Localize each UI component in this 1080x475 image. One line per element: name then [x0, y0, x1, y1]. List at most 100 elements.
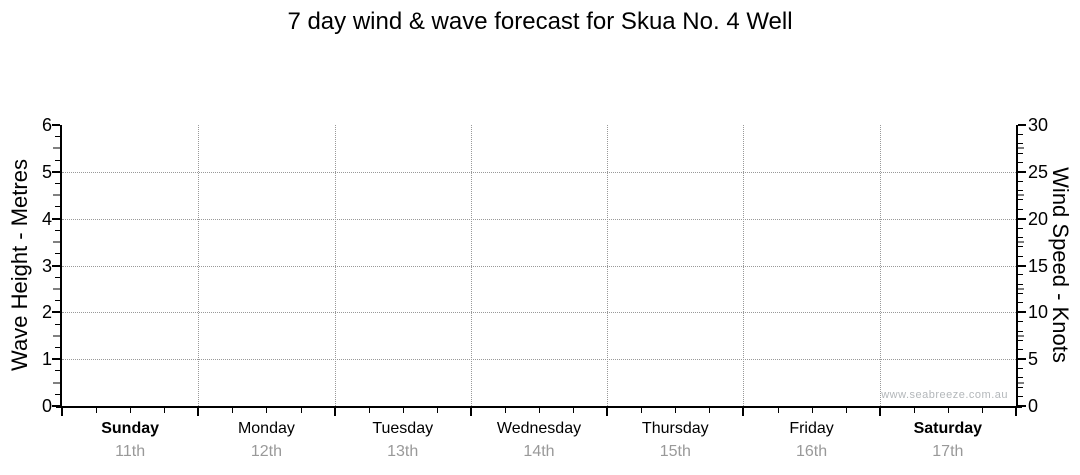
x-axis-minor-tick [947, 408, 949, 413]
right-axis-minor-tick [1018, 180, 1023, 182]
vertical-gridline [334, 125, 336, 406]
left-axis-tick-label: 1 [41, 349, 52, 370]
right-axis-half-tick [1018, 194, 1024, 197]
vertical-gridline [198, 125, 200, 406]
right-axis-minor-tick [1018, 330, 1023, 332]
day-name-label: Monday [237, 420, 295, 437]
x-axis-minor-tick [811, 408, 813, 413]
day-date-label: 11th [115, 443, 146, 460]
right-axis-minor-tick [1018, 199, 1023, 201]
left-axis-tick-label: 4 [41, 208, 52, 229]
left-axis-major-tick [52, 311, 60, 314]
x-axis-minor-tick [504, 408, 506, 413]
right-axis-half-tick [1018, 287, 1024, 290]
x-axis-minor-tick [981, 408, 983, 413]
x-axis-minor-tick [641, 408, 643, 413]
left-axis-minor-tick [55, 300, 60, 302]
left-axis-half-tick [53, 287, 60, 290]
x-axis-minor-tick [164, 408, 166, 413]
x-axis-major-tick [1015, 408, 1017, 416]
right-axis-half-tick [1018, 381, 1024, 384]
chart-title: 7 day wind & wave forecast for Skua No. … [287, 8, 793, 35]
right-axis-minor-tick [1018, 227, 1023, 229]
x-axis-minor-tick [913, 408, 915, 413]
left-axis-minor-tick [55, 253, 60, 255]
right-axis-minor-tick [1018, 283, 1023, 285]
x-axis-minor-tick [573, 408, 575, 413]
x-axis-minor-tick [96, 408, 98, 413]
right-axis-minor-tick [1018, 255, 1023, 257]
x-axis-major-tick [878, 408, 881, 416]
x-axis-minor-tick [539, 408, 540, 413]
left-axis-minor-tick [55, 183, 60, 185]
left-axis-minor-tick [55, 370, 60, 372]
day-name-label: Saturday [913, 420, 983, 437]
x-axis-major-tick [197, 408, 200, 416]
right-axis-minor-tick [1018, 396, 1023, 398]
vertical-gridline [743, 125, 745, 406]
vertical-gridline [607, 125, 609, 406]
right-axis-half-tick [1018, 147, 1024, 150]
right-axis-minor-tick [1018, 208, 1023, 210]
left-axis-minor-tick [55, 206, 60, 208]
left-axis-half-tick [53, 381, 60, 384]
right-axis-half-tick [1018, 241, 1024, 244]
right-axis-major-tick [1018, 217, 1026, 220]
x-axis-major-tick [333, 408, 336, 416]
left-axis-minor-tick [55, 136, 60, 138]
left-axis-major-tick [52, 217, 60, 220]
left-axis-tick-label: 6 [41, 115, 52, 135]
right-axis-major-tick [1018, 405, 1026, 407]
right-axis-minor-tick [1018, 349, 1023, 351]
right-axis-minor-tick [1018, 302, 1023, 304]
bottom-axis-line [56, 406, 1022, 408]
right-axis-minor-tick [1018, 246, 1023, 248]
left-axis-half-tick [53, 194, 60, 197]
day-name-label: Thursday [641, 420, 709, 437]
left-axis-minor-tick [55, 346, 60, 348]
vertical-gridline [470, 125, 472, 406]
horizontal-gridline [62, 312, 1016, 314]
right-axis-minor-tick [1018, 377, 1023, 379]
right-axis-tick-label: 10 [1028, 302, 1049, 323]
right-axis-major-tick [1018, 124, 1026, 126]
right-axis-minor-tick [1018, 152, 1023, 154]
right-axis-tick-label: 20 [1028, 208, 1049, 229]
right-axis-minor-tick [1018, 161, 1023, 163]
horizontal-gridline [62, 359, 1016, 361]
x-axis-minor-tick [436, 408, 438, 413]
right-axis-line [1016, 125, 1018, 408]
left-axis-major-tick [52, 405, 60, 407]
left-axis-minor-tick [55, 276, 60, 278]
day-name-label: Friday [789, 420, 834, 437]
x-axis-minor-tick [232, 408, 234, 413]
day-name-label: Wednesday [496, 420, 582, 437]
right-axis-minor-tick [1018, 236, 1023, 238]
left-axis-tick-label: 3 [41, 255, 52, 276]
horizontal-gridline [62, 265, 1016, 267]
x-axis-minor-tick [402, 408, 404, 413]
day-date-label: 12th [250, 443, 282, 460]
left-axis-tick-label: 2 [41, 302, 52, 323]
horizontal-gridline [62, 171, 1016, 173]
right-axis-tick-label: 15 [1028, 255, 1049, 276]
x-axis-minor-tick [675, 408, 677, 413]
x-axis-minor-tick [266, 408, 268, 413]
x-axis-major-tick [606, 408, 609, 416]
x-axis-minor-tick [368, 408, 370, 413]
right-axis-tick-label: 0 [1028, 396, 1039, 416]
left-axis-major-tick [52, 170, 60, 173]
watermark-text: www.seabreeze.com.au [881, 389, 1008, 401]
x-axis-major-tick [61, 408, 63, 416]
right-axis-major-tick [1018, 170, 1026, 173]
day-date-label: 14th [523, 443, 555, 460]
right-axis-major-tick [1018, 264, 1026, 267]
day-date-label: 17th [932, 443, 964, 460]
x-axis-minor-tick [709, 408, 711, 413]
left-axis-minor-tick [55, 159, 60, 161]
right-axis-minor-tick [1018, 274, 1023, 276]
x-axis-minor-tick [845, 408, 847, 413]
right-axis-tick-label: 5 [1028, 349, 1039, 370]
left-axis-half-tick [53, 147, 60, 150]
